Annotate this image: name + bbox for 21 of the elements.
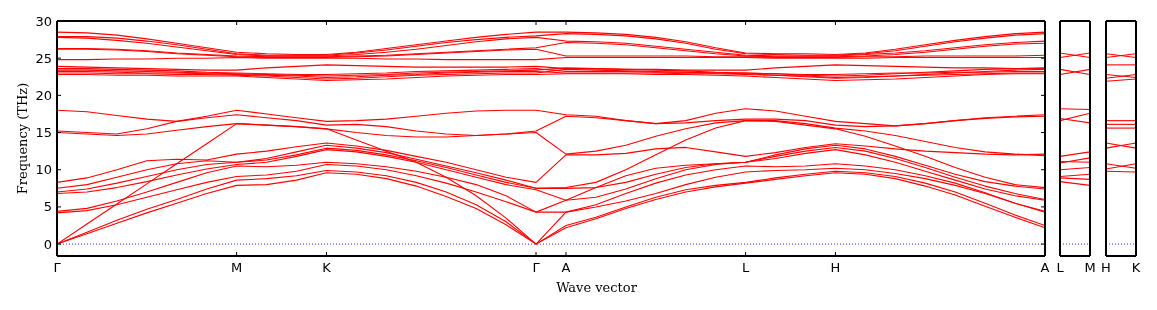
y-tick-label: 25 xyxy=(35,50,52,66)
x-tick-label: K xyxy=(1131,260,1141,275)
y-tick-label: 15 xyxy=(35,125,52,141)
y-tick-label: 0 xyxy=(43,236,52,252)
x-tick-label: K xyxy=(322,260,332,275)
y-tick-label: 20 xyxy=(35,87,52,103)
y-tick-label: 5 xyxy=(43,199,52,215)
x-tick-label: H xyxy=(830,260,841,275)
y-tick-label: 10 xyxy=(35,162,52,178)
x-tick-label: L xyxy=(741,260,750,275)
x-tick-label: M xyxy=(1084,260,1096,275)
y-tick-label: 30 xyxy=(35,13,52,29)
x-tick-label: Γ xyxy=(53,260,62,275)
x-tick-label: L xyxy=(1056,260,1065,275)
x-tick-label: H xyxy=(1101,260,1111,275)
x-axis-title: Wave vector xyxy=(556,280,638,295)
x-tick-label: A xyxy=(1040,260,1050,275)
y-axis-title: Frequency (THz) xyxy=(15,82,30,195)
x-tick-label: M xyxy=(231,260,243,275)
x-tick-label: A xyxy=(561,260,571,275)
x-tick-label: Γ xyxy=(532,260,541,275)
